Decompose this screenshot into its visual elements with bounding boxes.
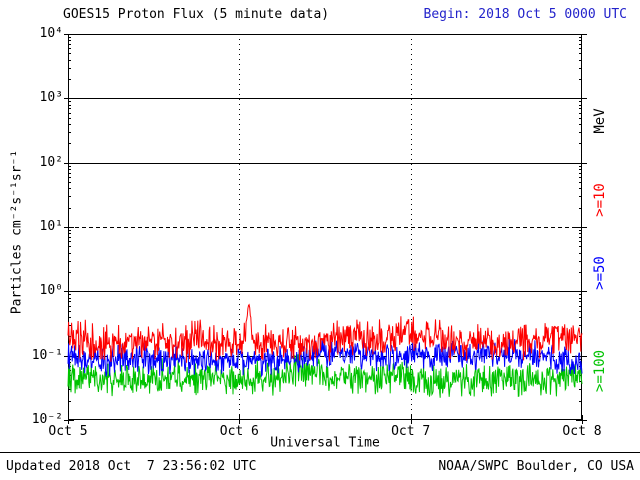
grid-and-axes	[64, 34, 587, 424]
begin-time-label: Begin: 2018 Oct 5 0000 UTC	[423, 7, 628, 22]
right-axis-label-10: >=10	[592, 183, 608, 217]
right-axis-label-MeV: MeV	[592, 108, 608, 134]
data-source-credit: NOAA/SWPC Boulder, CO USA	[438, 459, 634, 474]
x-axis-title: Universal Time	[270, 435, 380, 451]
footer-divider	[0, 452, 640, 453]
series-line-100MeV	[67, 354, 583, 398]
x-tick-label-oct-7: Oct 7	[391, 424, 431, 439]
y-tick-label-1e3: 10³	[39, 90, 63, 106]
right-axis-label-100: >=100	[592, 349, 608, 393]
y-axis-title: Particles cm⁻²s⁻¹sr⁻¹	[9, 149, 25, 315]
right-axis-label-50: >=50	[592, 256, 608, 290]
y-tick-label-1e1: 10¹	[39, 219, 63, 234]
y-tick-label-1e4: 10⁴	[39, 26, 63, 41]
y-tick-label-1e2: 10²	[39, 154, 63, 170]
chart-title: GOES15 Proton Flux (5 minute data)	[63, 7, 330, 22]
updated-timestamp: Updated 2018 Oct 7 23:56:02 UTC	[6, 459, 257, 474]
y-tick-label-1e-1: 10⁻¹	[31, 347, 63, 363]
x-tick-label-oct-8: Oct 8	[562, 424, 602, 439]
y-tick-label-1e0: 10⁰	[39, 283, 63, 299]
x-tick-label-oct-6: Oct 6	[219, 424, 259, 439]
y-tick-label-1e-2: 10⁻²	[31, 412, 63, 427]
x-tick-label-oct-5: Oct 5	[48, 424, 88, 439]
series-line-10MeV	[67, 303, 583, 363]
